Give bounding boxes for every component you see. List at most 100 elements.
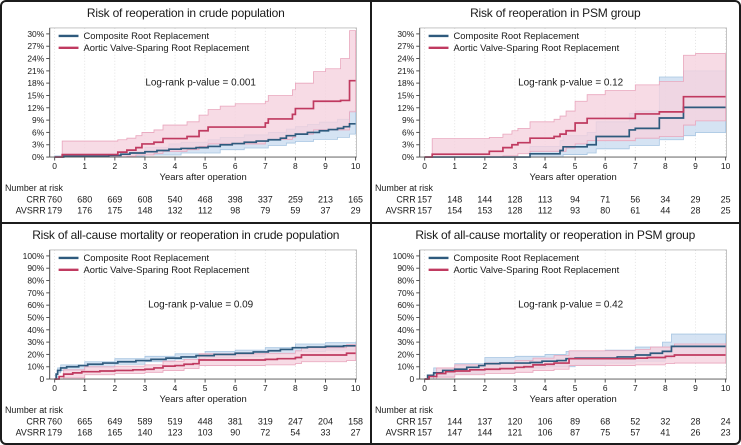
svg-text:468: 468 [198, 195, 213, 205]
svg-text:2: 2 [482, 382, 487, 392]
svg-text:448: 448 [198, 416, 213, 426]
svg-text:0: 0 [422, 161, 427, 171]
svg-text:Number at risk: Number at risk [374, 183, 433, 193]
svg-text:15%: 15% [27, 90, 44, 100]
svg-text:30%: 30% [397, 29, 414, 39]
svg-text:40%: 40% [397, 324, 414, 334]
panel-title: Risk of all-cause mortality or reoperati… [415, 227, 696, 242]
svg-text:669: 669 [107, 195, 122, 205]
svg-text:60%: 60% [397, 300, 414, 310]
svg-text:4: 4 [173, 382, 178, 392]
svg-text:0: 0 [52, 161, 57, 171]
svg-text:72: 72 [260, 427, 270, 437]
svg-text:213: 213 [318, 195, 333, 205]
svg-text:24: 24 [720, 416, 730, 426]
svg-text:3%: 3% [32, 140, 45, 150]
svg-text:4: 4 [173, 161, 178, 171]
svg-text:2: 2 [112, 382, 117, 392]
svg-text:Years after operation: Years after operation [160, 392, 247, 403]
svg-text:Aortic Valve-Sparing Root Repl: Aortic Valve-Sparing Root Replacement [83, 263, 249, 274]
svg-text:Aortic Valve-Sparing Root Repl: Aortic Valve-Sparing Root Replacement [83, 42, 249, 53]
svg-text:71: 71 [600, 195, 610, 205]
svg-text:Composite Root Replacement: Composite Root Replacement [453, 30, 579, 41]
svg-text:179: 179 [47, 427, 62, 437]
svg-text:80%: 80% [27, 275, 44, 285]
svg-text:27: 27 [351, 427, 361, 437]
svg-text:4: 4 [542, 161, 547, 171]
svg-text:165: 165 [107, 427, 122, 437]
svg-text:5: 5 [203, 382, 208, 392]
svg-text:8: 8 [293, 382, 298, 392]
svg-text:26: 26 [690, 427, 700, 437]
svg-text:30%: 30% [27, 29, 44, 39]
svg-text:Years after operation: Years after operation [529, 171, 616, 182]
svg-text:337: 337 [258, 195, 273, 205]
panel-reoperation-crude: Risk of reoperation in crude population … [2, 2, 370, 222]
svg-text:98: 98 [230, 206, 240, 216]
svg-text:20%: 20% [397, 349, 414, 359]
svg-text:165: 165 [348, 195, 363, 205]
svg-text:319: 319 [258, 416, 273, 426]
svg-text:144: 144 [447, 416, 462, 426]
svg-text:80%: 80% [397, 275, 414, 285]
svg-text:10: 10 [720, 382, 730, 392]
svg-text:3: 3 [143, 382, 148, 392]
svg-text:29: 29 [351, 206, 361, 216]
svg-text:760: 760 [47, 195, 62, 205]
svg-text:100%: 100% [392, 250, 414, 260]
svg-text:112: 112 [198, 206, 212, 216]
svg-text:153: 153 [477, 206, 492, 216]
svg-text:1: 1 [452, 161, 457, 171]
svg-text:Log-rank p-value = 0.001: Log-rank p-value = 0.001 [145, 78, 256, 89]
svg-text:32: 32 [660, 416, 670, 426]
svg-text:148: 148 [447, 195, 462, 205]
svg-text:50%: 50% [397, 312, 414, 322]
km-plot-mortality-reoperation-psm: 010%20%30%40%50%60%70%80%90%100%0 1 2 3 4 5 6 7… [374, 249, 730, 437]
svg-text:0: 0 [422, 382, 427, 392]
svg-text:7: 7 [632, 382, 637, 392]
svg-text:1: 1 [82, 382, 87, 392]
svg-text:10: 10 [351, 161, 361, 171]
svg-text:157: 157 [417, 416, 432, 426]
svg-text:132: 132 [168, 206, 183, 216]
svg-text:79: 79 [260, 206, 270, 216]
svg-text:179: 179 [47, 206, 62, 216]
svg-text:8: 8 [663, 382, 668, 392]
svg-text:Composite Root Replacement: Composite Root Replacement [83, 251, 209, 262]
svg-text:25: 25 [720, 206, 730, 216]
svg-text:9%: 9% [32, 115, 45, 125]
svg-text:157: 157 [417, 427, 432, 437]
svg-text:176: 176 [77, 206, 92, 216]
svg-text:Number at risk: Number at risk [5, 183, 64, 193]
svg-text:0: 0 [52, 382, 57, 392]
svg-text:52: 52 [630, 416, 640, 426]
svg-text:112: 112 [537, 206, 551, 216]
svg-text:70%: 70% [27, 287, 44, 297]
svg-text:27%: 27% [27, 41, 44, 51]
svg-text:AVSRR: AVSRR [385, 206, 416, 216]
svg-text:CRR: CRR [26, 416, 46, 426]
svg-text:608: 608 [137, 195, 152, 205]
svg-text:0: 0 [40, 374, 45, 384]
svg-text:6: 6 [233, 161, 238, 171]
svg-text:12%: 12% [397, 103, 414, 113]
km-plot-reoperation-psm: 0%3%6%9%12%15%18%21%24%27%30%0 1 2 3 4 5 6 7 8 9 1… [374, 27, 730, 216]
svg-text:12%: 12% [27, 103, 44, 113]
svg-text:1: 1 [452, 382, 457, 392]
svg-text:5: 5 [572, 382, 577, 392]
svg-text:30%: 30% [397, 337, 414, 347]
svg-text:6%: 6% [402, 127, 415, 137]
svg-text:6: 6 [602, 161, 607, 171]
svg-text:158: 158 [348, 416, 363, 426]
svg-text:28: 28 [690, 206, 700, 216]
svg-text:4: 4 [542, 382, 547, 392]
svg-text:2: 2 [482, 161, 487, 171]
svg-text:1: 1 [82, 161, 87, 171]
svg-text:9: 9 [323, 382, 328, 392]
svg-text:28: 28 [690, 416, 700, 426]
svg-text:0%: 0% [32, 152, 45, 162]
svg-text:7: 7 [632, 161, 637, 171]
svg-text:168: 168 [77, 427, 92, 437]
svg-text:9: 9 [693, 382, 698, 392]
